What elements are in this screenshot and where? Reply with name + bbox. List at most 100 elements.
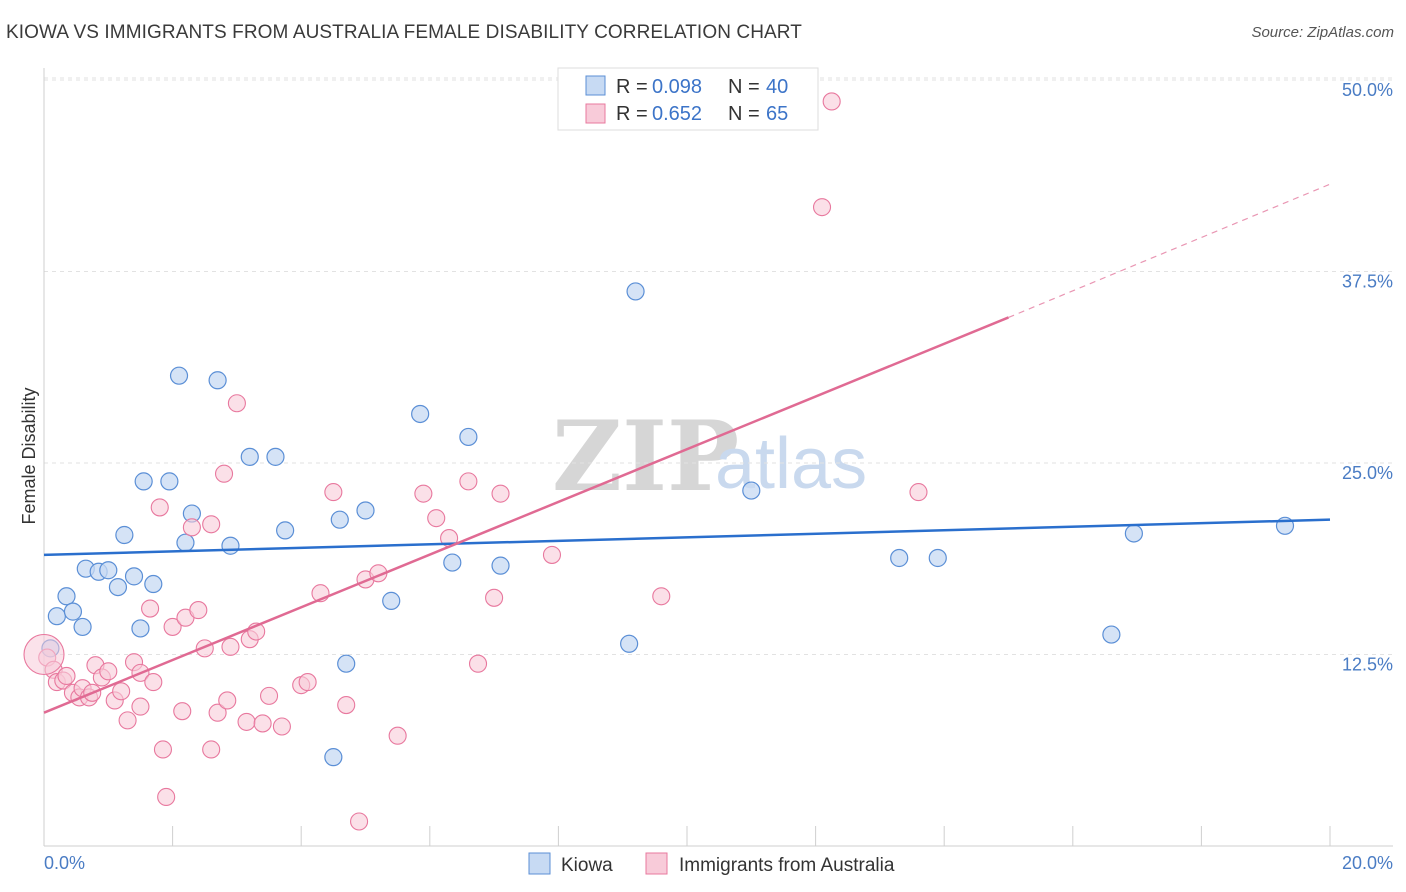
- legend-n-value-australia: 65: [766, 103, 788, 125]
- australia-point: [141, 599, 160, 618]
- legend-n-label-australia: N =: [728, 103, 765, 125]
- y-tick-label: 25.0%: [1342, 463, 1393, 483]
- kiowa-point: [626, 282, 645, 301]
- kiowa-point: [1124, 524, 1143, 543]
- x-tick-label-max: 20.0%: [1342, 853, 1393, 873]
- australia-point: [459, 472, 478, 491]
- australia-point: [388, 726, 407, 745]
- legend-r-value-kiowa: 0.098: [652, 76, 702, 98]
- series-australia: [23, 92, 928, 831]
- kiowa-point: [742, 481, 761, 500]
- australia-point: [337, 696, 356, 715]
- kiowa-point: [73, 617, 92, 637]
- australia-point: [118, 711, 137, 730]
- kiowa-point: [160, 472, 179, 491]
- kiowa-point: [266, 447, 285, 466]
- kiowa-point: [620, 634, 639, 653]
- y-axis-title: Female Disability: [19, 387, 39, 524]
- bottom-legend-swatch-australia: [645, 852, 668, 875]
- kiowa-point: [276, 521, 295, 540]
- kiowa-point: [131, 619, 150, 638]
- australia-point: [652, 587, 671, 606]
- australia-point: [909, 483, 928, 502]
- australia-point: [485, 588, 504, 607]
- bottom-legend: Kiowa Immigrants from Australia: [528, 852, 895, 876]
- kiowa-point: [99, 561, 118, 580]
- australia-point: [822, 92, 841, 111]
- kiowa-point: [134, 472, 153, 491]
- chart-title: KIOWA VS IMMIGRANTS FROM AUSTRALIA FEMAL…: [6, 22, 802, 43]
- legend-n-label-kiowa: N =: [728, 76, 765, 98]
- australia-point: [112, 682, 131, 701]
- australia-point: [150, 498, 169, 517]
- kiowa-point: [57, 587, 76, 606]
- kiowa-point: [169, 366, 189, 385]
- kiowa-point: [1102, 625, 1121, 644]
- australia-point: [324, 483, 343, 502]
- australia-point: [237, 712, 256, 731]
- australia-point: [202, 515, 221, 534]
- kiowa-point: [208, 371, 227, 390]
- australia-trend-line: [43, 316, 1009, 714]
- kiowa-point: [356, 501, 375, 520]
- australia-point: [57, 666, 76, 685]
- kiowa-point: [491, 556, 510, 575]
- australia-point: [131, 697, 150, 716]
- legend-swatch-australia: [585, 103, 606, 124]
- australia-point: [812, 198, 832, 217]
- australia-point: [227, 394, 246, 413]
- australia-point: [427, 509, 446, 528]
- kiowa-point: [221, 536, 240, 555]
- y-tick-label: 12.5%: [1342, 655, 1393, 675]
- australia-point: [542, 545, 562, 564]
- kiowa-point: [411, 404, 430, 424]
- australia-point: [298, 673, 317, 692]
- australia-point: [214, 464, 234, 483]
- australia-point: [173, 702, 192, 721]
- australia-point: [414, 484, 433, 503]
- bottom-legend-label-australia: Immigrants from Australia: [679, 855, 895, 876]
- australia-point: [153, 740, 173, 759]
- legend-n-value-kiowa: 40: [766, 76, 788, 98]
- source-label: Source: ZipAtlas.com: [1251, 24, 1394, 41]
- watermark-atlas: atlas: [715, 424, 867, 504]
- kiowa-point: [240, 447, 259, 466]
- australia-point: [468, 654, 488, 673]
- y-tick-labels: 12.5% 25.0% 37.5% 50.0%: [1342, 80, 1393, 675]
- australia-point: [272, 717, 291, 736]
- kiowa-trend-line: [43, 518, 1331, 557]
- watermark-zip: ZIP: [552, 400, 739, 513]
- australia-point: [182, 518, 201, 537]
- australia-point: [163, 617, 182, 636]
- kiowa-point: [330, 510, 349, 529]
- kiowa-point: [108, 577, 128, 597]
- legend: R = 0.098 N = 40 R = 0.652 N = 65: [557, 67, 819, 131]
- australia-point: [99, 662, 118, 681]
- grid: [44, 77, 1393, 655]
- y-tick-label: 50.0%: [1342, 80, 1393, 100]
- kiowa-point: [47, 607, 66, 626]
- australia-point: [189, 601, 208, 620]
- series-kiowa: [41, 282, 1295, 767]
- legend-r-label-kiowa: R =: [616, 76, 653, 98]
- y-tick-label: 37.5%: [1342, 272, 1393, 292]
- bottom-legend-label-kiowa: Kiowa: [561, 855, 613, 876]
- australia-point: [221, 637, 240, 656]
- australia-trend-extension: [1008, 183, 1331, 319]
- x-ticks: [43, 826, 1331, 846]
- bottom-legend-swatch-kiowa: [528, 852, 551, 875]
- australia-point: [259, 686, 279, 705]
- kiowa-point: [928, 548, 947, 568]
- australia-point: [218, 691, 237, 710]
- kiowa-point: [63, 602, 83, 621]
- kiowa-point: [124, 567, 144, 586]
- kiowa-point: [382, 591, 401, 610]
- kiowa-point: [443, 553, 462, 572]
- kiowa-point: [144, 574, 163, 594]
- x-tick-label-min: 0.0%: [44, 853, 85, 873]
- australia-point: [491, 484, 510, 503]
- trend-lines: [43, 183, 1331, 714]
- kiowa-point: [337, 654, 356, 673]
- australia-point: [23, 633, 65, 676]
